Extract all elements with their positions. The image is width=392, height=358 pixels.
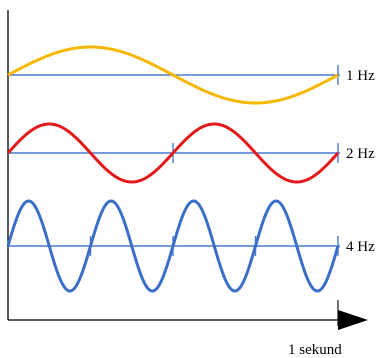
sine-wave-1hz bbox=[7, 45, 339, 105]
wave-1hz: 1 Hz bbox=[7, 45, 375, 105]
sine-wave-2hz bbox=[6, 122, 340, 184]
wave-4hz: 4 Hz bbox=[6, 199, 375, 293]
frequency-label: 1 Hz bbox=[346, 68, 375, 84]
wave-2hz: 2 Hz bbox=[6, 122, 375, 184]
time-label: 1 sekund bbox=[288, 342, 342, 358]
sine-wave-4hz bbox=[6, 199, 340, 293]
x-axis-arrowhead bbox=[338, 310, 368, 330]
waves-layer: 1 Hz 2 Hz 4 Hz bbox=[6, 45, 375, 293]
frequency-label: 2 Hz bbox=[346, 146, 375, 162]
frequency-label: 4 Hz bbox=[346, 239, 375, 255]
